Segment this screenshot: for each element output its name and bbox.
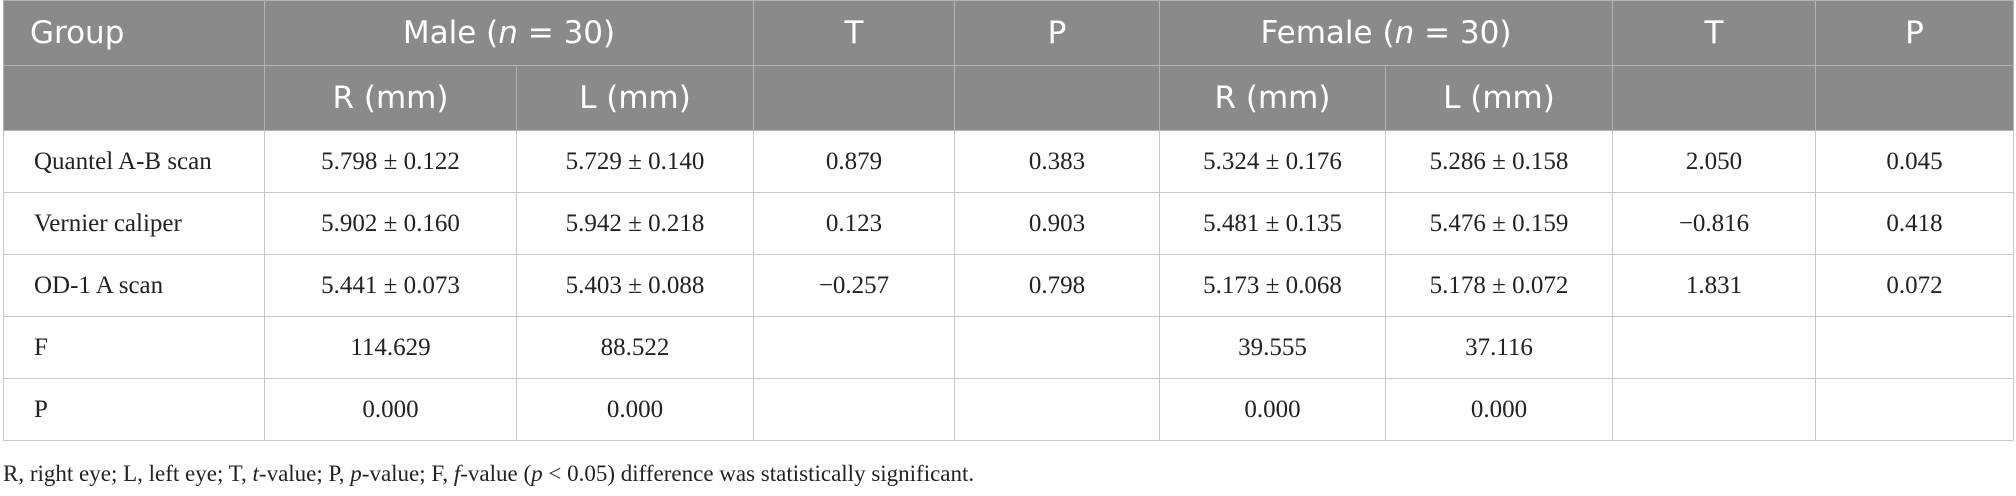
cell-female-r: 5.324 ± 0.176 — [1159, 130, 1386, 193]
header-row-2: R (mm) L (mm) R (mm) L (mm) — [3, 65, 2014, 131]
cell-male-l: 5.942 ± 0.218 — [516, 192, 754, 255]
cell-male-r: 5.798 ± 0.122 — [264, 130, 517, 193]
table-footnote: R, right eye; L, left eye; T, t-value; P… — [3, 461, 975, 486]
cell-female-r: 5.481 ± 0.135 — [1159, 192, 1386, 255]
row-label: OD-1 A scan — [3, 254, 265, 317]
table-row: F 114.629 88.522 39.555 37.116 — [3, 316, 2014, 379]
row-label: Quantel A-B scan — [3, 130, 265, 193]
cell-female-r: 0.000 — [1159, 378, 1386, 441]
cell-female-l: 5.286 ± 0.158 — [1385, 130, 1613, 193]
cell-t-male: 0.123 — [753, 192, 955, 255]
header-empty — [1612, 65, 1816, 131]
header-row-1: Group Male (n = 30) T P Female (n = 30) … — [3, 0, 2014, 66]
header-group: Group — [3, 0, 265, 66]
table-row: Quantel A-B scan 5.798 ± 0.122 5.729 ± 0… — [3, 130, 2014, 193]
cell-male-r: 114.629 — [264, 316, 517, 379]
header-empty — [1815, 65, 2014, 131]
header-empty — [3, 65, 265, 131]
header-p-male: P — [954, 0, 1160, 66]
cell-female-l: 5.178 ± 0.072 — [1385, 254, 1613, 317]
header-female: Female (n = 30) — [1159, 0, 1613, 66]
table-row: P 0.000 0.000 0.000 0.000 — [3, 378, 2014, 441]
header-male: Male (n = 30) — [264, 0, 754, 66]
cell-p-female: 0.072 — [1815, 254, 2014, 317]
header-female-r: R (mm) — [1159, 65, 1386, 131]
cell-female-l: 0.000 — [1385, 378, 1613, 441]
cell-t-male: 0.879 — [753, 130, 955, 193]
header-p-female: P — [1815, 0, 2014, 66]
cell-p-male: 0.383 — [954, 130, 1160, 193]
cell-male-r: 5.902 ± 0.160 — [264, 192, 517, 255]
cell-t-female: 1.831 — [1612, 254, 1816, 317]
cell-t-female: 2.050 — [1612, 130, 1816, 193]
header-male-l: L (mm) — [516, 65, 754, 131]
header-t-male: T — [753, 0, 955, 66]
cell-p-female: 0.418 — [1815, 192, 2014, 255]
row-label: Vernier caliper — [3, 192, 265, 255]
header-empty — [753, 65, 955, 131]
cell-t-male — [753, 378, 955, 441]
cell-p-male: 0.903 — [954, 192, 1160, 255]
cell-male-l: 5.403 ± 0.088 — [516, 254, 754, 317]
row-label: F — [3, 316, 265, 379]
cell-t-female — [1612, 316, 1816, 379]
cell-male-r: 5.441 ± 0.073 — [264, 254, 517, 317]
cell-female-l: 5.476 ± 0.159 — [1385, 192, 1613, 255]
cell-male-r: 0.000 — [264, 378, 517, 441]
cell-female-l: 37.116 — [1385, 316, 1613, 379]
cell-p-male — [954, 378, 1160, 441]
table-row: OD-1 A scan 5.441 ± 0.073 5.403 ± 0.088 … — [3, 254, 2014, 317]
cell-female-r: 39.555 — [1159, 316, 1386, 379]
cell-male-l: 0.000 — [516, 378, 754, 441]
cell-male-l: 88.522 — [516, 316, 754, 379]
cell-t-male — [753, 316, 955, 379]
cell-p-female — [1815, 378, 2014, 441]
cell-male-l: 5.729 ± 0.140 — [516, 130, 754, 193]
cell-p-female — [1815, 316, 2014, 379]
cell-t-female: −0.816 — [1612, 192, 1816, 255]
cell-p-female: 0.045 — [1815, 130, 2014, 193]
header-t-female: T — [1612, 0, 1816, 66]
header-empty — [954, 65, 1160, 131]
cell-t-male: −0.257 — [753, 254, 955, 317]
results-table: Group Male (n = 30) T P Female (n = 30) … — [3, 0, 2014, 441]
header-male-r: R (mm) — [264, 65, 517, 131]
cell-female-r: 5.173 ± 0.068 — [1159, 254, 1386, 317]
cell-t-female — [1612, 378, 1816, 441]
cell-p-male — [954, 316, 1160, 379]
cell-p-male: 0.798 — [954, 254, 1160, 317]
table-row: Vernier caliper 5.902 ± 0.160 5.942 ± 0.… — [3, 192, 2014, 255]
row-label: P — [3, 378, 265, 441]
header-female-l: L (mm) — [1385, 65, 1613, 131]
